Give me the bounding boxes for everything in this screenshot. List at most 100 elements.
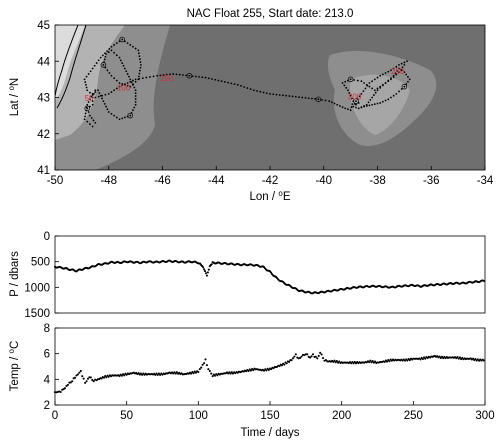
temperature-panel: 0 50 100 150 200 250 300 2 4 6 8 Time / days Temp …: [9, 323, 495, 439]
track-point: [84, 115, 86, 118]
temperature-point: [214, 374, 217, 377]
temperature-point: [137, 372, 140, 375]
track-point: [285, 94, 288, 97]
temperature-point: [283, 363, 286, 366]
temperature-point: [317, 354, 320, 357]
temperature-point: [92, 380, 95, 383]
temperature-point: [320, 353, 323, 356]
track-point: [371, 103, 374, 106]
temperature-point: [81, 375, 84, 378]
temperature-point: [139, 372, 143, 375]
track-point: [304, 96, 307, 99]
track-point: [132, 109, 134, 112]
day-annotation: 50: [85, 94, 94, 103]
temperature-point: [270, 368, 273, 371]
track-point: [403, 71, 406, 74]
track-point: [85, 75, 88, 78]
temperature-point: [306, 353, 309, 356]
track-point: [376, 87, 379, 90]
track-point: [102, 63, 105, 66]
temperature-point: [408, 359, 411, 362]
float-track: [83, 36, 411, 128]
track-point: [107, 111, 110, 113]
track-point: [314, 98, 317, 100]
track-point: [134, 78, 137, 81]
track-point: [99, 56, 102, 59]
coastline: [55, 25, 79, 97]
track-point: [121, 38, 124, 41]
track-point: [403, 61, 406, 64]
track-point: [288, 95, 291, 97]
track-point: [134, 100, 137, 103]
temperature-point: [374, 360, 377, 363]
track-point: [201, 76, 204, 79]
track-point: [395, 92, 398, 95]
track-point: [91, 96, 94, 99]
track-point: [175, 73, 178, 76]
track-point: [152, 75, 155, 78]
track-point: [379, 102, 382, 104]
y-tick-label: 0: [44, 231, 50, 243]
y-tick-label: 1500: [24, 308, 50, 320]
track-point: [347, 108, 349, 111]
track-point: [118, 118, 121, 121]
temperature-point: [174, 372, 177, 375]
track-point: [115, 79, 118, 82]
track-point: [364, 87, 367, 90]
temperature-point: [386, 360, 389, 363]
track-point: [278, 94, 281, 96]
temperature-point: [278, 365, 281, 368]
temperature-point: [211, 375, 214, 378]
temperature-point: [280, 364, 283, 367]
temperature-point: [324, 359, 327, 362]
temperature-point: [299, 356, 302, 359]
track-point: [87, 111, 90, 113]
y-tick-label: 8: [44, 323, 50, 335]
temperature-point: [300, 355, 303, 358]
track-point: [249, 88, 252, 91]
track-point: [103, 102, 106, 105]
track-point: [191, 75, 194, 78]
temperature-point: [247, 369, 250, 373]
temperature-point: [288, 360, 291, 363]
temperature-point: [371, 360, 374, 363]
track-point: [368, 85, 371, 88]
y-tick-label: 6: [44, 349, 50, 361]
temperature-point: [63, 387, 67, 390]
temperature-point: [205, 364, 208, 367]
track-point: [107, 92, 110, 95]
track-point: [134, 80, 137, 83]
track-point: [384, 82, 387, 84]
track-point: [230, 82, 233, 85]
track-point: [97, 59, 100, 62]
temperature-point: [311, 353, 315, 356]
y-tick-label: 43: [37, 93, 50, 105]
x-tick-label: -42: [262, 175, 279, 187]
track-marker: [186, 72, 193, 79]
temperature-point: [267, 368, 270, 372]
track-point: [139, 58, 141, 60]
track-point: [344, 80, 347, 83]
track-point: [121, 62, 124, 64]
track-point: [406, 60, 408, 63]
track-point: [363, 82, 365, 84]
track-point: [407, 80, 409, 83]
track-point: [113, 44, 116, 46]
day-annotation: 200: [348, 92, 362, 101]
pressure-point: [202, 266, 205, 269]
track-point: [341, 106, 344, 109]
track-point: [384, 99, 387, 102]
temperature-point: [86, 377, 90, 380]
track-point: [236, 83, 239, 86]
temperature-point: [76, 373, 79, 376]
track-point: [85, 86, 88, 89]
track-point: [104, 55, 107, 58]
track-point: [333, 102, 336, 105]
track-point: [387, 70, 390, 73]
map-tick-labels: -50 -48 -46 -44 -42 -40 -38 -36 -34 41 42 43 44 45: [37, 20, 494, 187]
x-tick-label: 50: [120, 410, 133, 422]
temperature-point: [309, 356, 312, 359]
track-point: [373, 89, 376, 92]
track-point: [101, 54, 104, 57]
track-point: [94, 121, 97, 124]
